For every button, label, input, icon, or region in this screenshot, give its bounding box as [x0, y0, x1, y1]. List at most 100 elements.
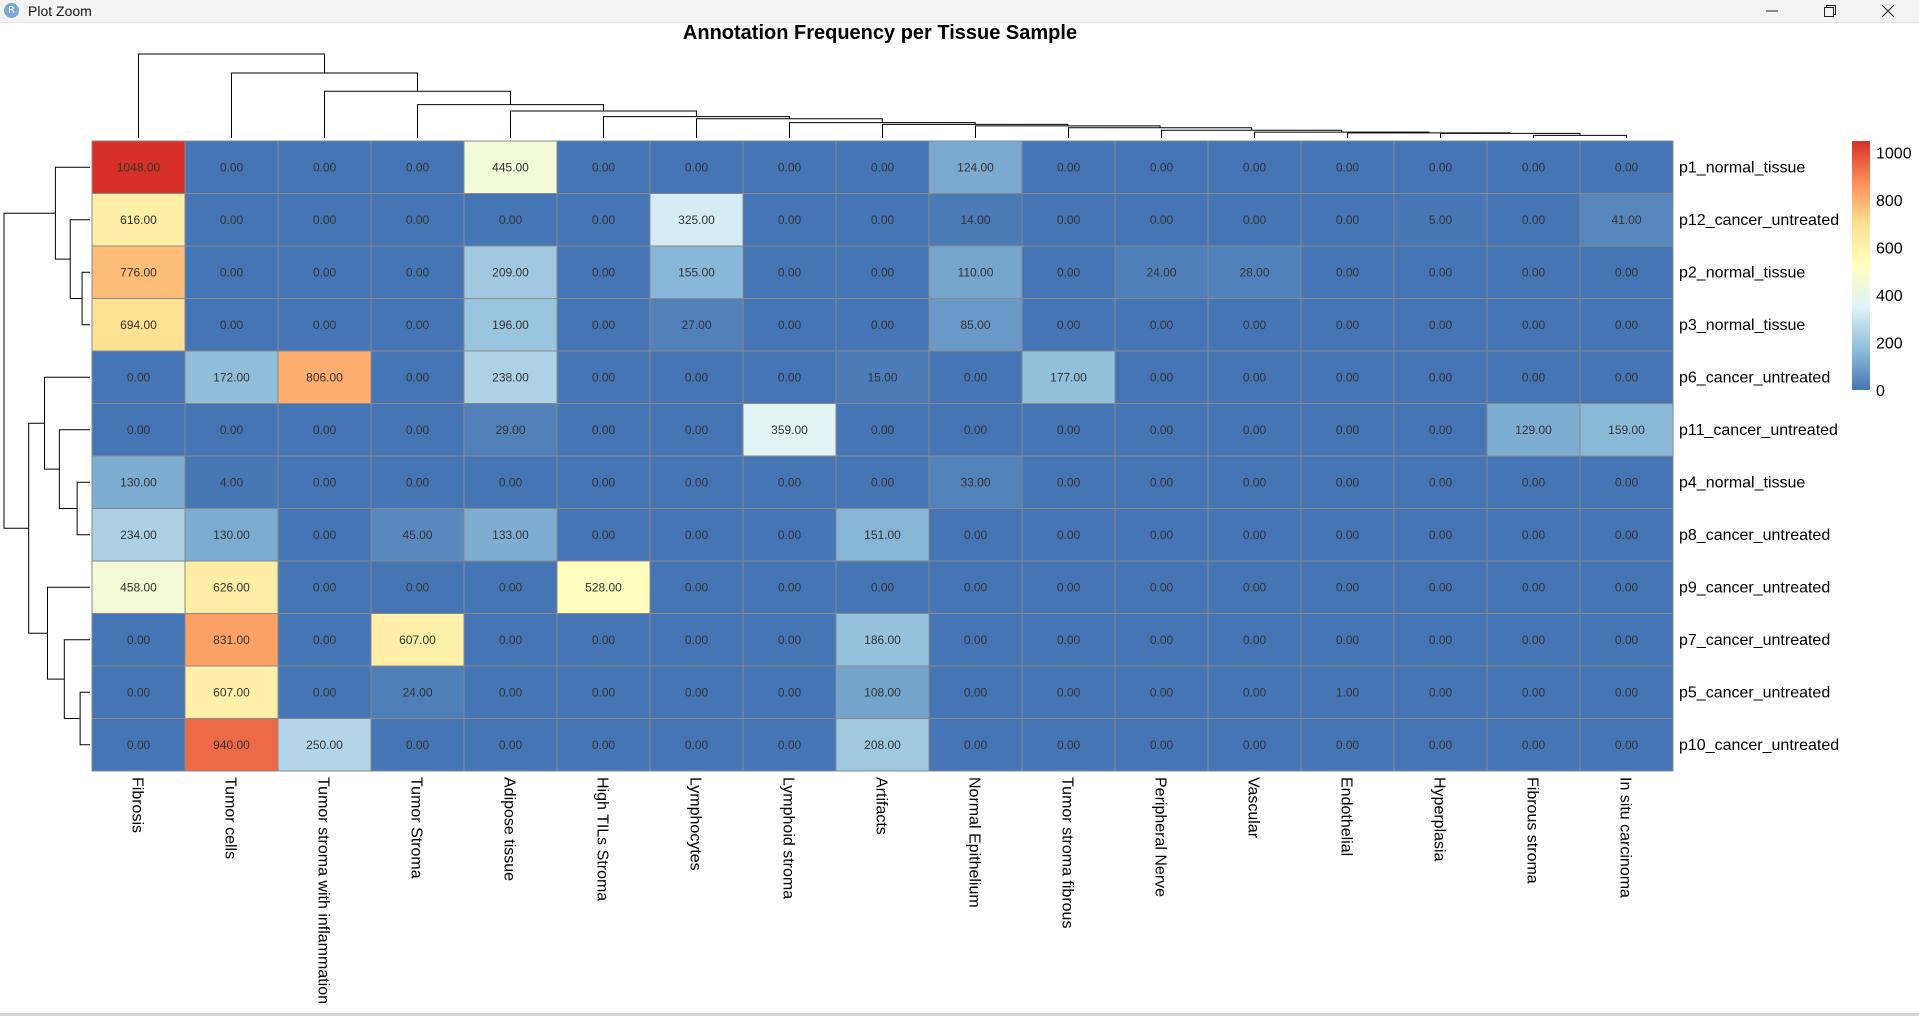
- dendrogram-branch: [1533, 134, 1627, 138]
- heatmap-cell: [1021, 245, 1116, 299]
- cell-value-label: 0.00: [871, 265, 895, 279]
- legend-tick-label: 0: [1876, 383, 1885, 400]
- heatmap-cell: [649, 193, 744, 247]
- heatmap-cell: [1486, 193, 1581, 247]
- cell-value-label: 0.00: [1243, 475, 1267, 489]
- cell-value-label: 124.00: [957, 160, 994, 174]
- heatmap-cell: [370, 403, 465, 457]
- cell-value-label: 0.00: [406, 213, 430, 227]
- cell-value-label: 0.00: [313, 265, 337, 279]
- r-app-icon: R: [4, 3, 19, 18]
- cell-value-label: 0.00: [1243, 213, 1267, 227]
- column-label: Endothelial: [1338, 777, 1355, 856]
- cell-value-label: 41.00: [1611, 213, 1641, 227]
- cell-value-label: 0.00: [1429, 738, 1453, 752]
- heatmap-cell: [277, 508, 372, 562]
- column-label: In situ carcinoma: [1617, 777, 1634, 898]
- cell-value-label: 0.00: [1522, 318, 1546, 332]
- heatmap-cell: [370, 455, 465, 509]
- cell-value-label: 186.00: [864, 633, 901, 647]
- cell-value-label: 0.00: [1336, 580, 1360, 594]
- cell-value-label: 0.00: [1615, 528, 1639, 542]
- cell-value-label: 0.00: [1522, 633, 1546, 647]
- legend-tick-label: 1000: [1876, 145, 1912, 162]
- cell-value-label: 0.00: [778, 370, 802, 384]
- heatmap-cell: [1579, 350, 1674, 404]
- cell-value-label: 0.00: [1429, 475, 1453, 489]
- minimize-button[interactable]: [1743, 0, 1801, 22]
- heatmap-cell: [1486, 245, 1581, 299]
- heatmap-cell: [1393, 455, 1488, 509]
- heatmap-cell: [1486, 665, 1581, 719]
- row-labels: p1_normal_tissue p12_cancer_untreated p2_n…: [1679, 159, 1839, 754]
- heatmap-cell: [1300, 350, 1395, 404]
- cell-value-label: 0.00: [778, 318, 802, 332]
- heatmap-cell: [91, 403, 186, 457]
- cell-value-label: 0.00: [1057, 265, 1081, 279]
- column-label: Tumor cells: [222, 777, 239, 859]
- restore-icon: [1824, 5, 1836, 17]
- cell-value-label: 155.00: [678, 265, 715, 279]
- cell-value-label: 0.00: [1336, 265, 1360, 279]
- cell-value-label: 0.00: [592, 423, 616, 437]
- heatmap-cell: [277, 665, 372, 719]
- cell-value-label: 0.00: [1522, 265, 1546, 279]
- heatmap-cell: [649, 665, 744, 719]
- close-button[interactable]: [1859, 0, 1917, 22]
- heatmap-cell: [91, 350, 186, 404]
- cell-value-label: 0.00: [220, 160, 244, 174]
- cell-value-label: 0.00: [1615, 370, 1639, 384]
- dendrogram-branch: [1254, 131, 1430, 138]
- cell-value-label: 0.00: [406, 160, 430, 174]
- cell-value-label: 528.00: [585, 580, 622, 594]
- cell-value-label: 0.00: [592, 475, 616, 489]
- cell-value-label: 0.00: [1057, 423, 1081, 437]
- cell-value-label: 0.00: [1243, 160, 1267, 174]
- cell-value-label: 0.00: [1243, 318, 1267, 332]
- heatmap-cell: [370, 665, 465, 719]
- cell-value-label: 0.00: [1243, 370, 1267, 384]
- heatmap-cell: [742, 455, 837, 509]
- cell-value-label: 0.00: [220, 318, 244, 332]
- heatmap-cell: [1486, 403, 1581, 457]
- heatmap-cell: [928, 403, 1023, 457]
- restore-button[interactable]: [1801, 0, 1859, 22]
- heatmap-cell: [742, 350, 837, 404]
- heatmap-plot: Annotation Frequency per Tissue Sample 1…: [3, 22, 1912, 1004]
- cell-value-label: 0.00: [499, 213, 523, 227]
- column-label: Tumor Stroma: [408, 777, 425, 879]
- dendrogram-branch: [1161, 129, 1343, 138]
- cell-value-label: 0.00: [127, 423, 151, 437]
- legend-color-bar: [1852, 141, 1870, 390]
- heatmap-cell: [1207, 665, 1302, 719]
- cell-value-label: 0.00: [127, 633, 151, 647]
- heatmap-cell: [649, 508, 744, 562]
- row-label: p4_normal_tissue: [1679, 474, 1805, 491]
- cell-value-label: 0.00: [499, 738, 523, 752]
- cell-value-label: 0.00: [127, 370, 151, 384]
- cell-value-label: 0.00: [313, 633, 337, 647]
- cell-value-label: 0.00: [499, 685, 523, 699]
- heatmap-cell: [835, 455, 930, 509]
- cell-value-label: 0.00: [1150, 475, 1174, 489]
- cell-value-label: 0.00: [313, 580, 337, 594]
- heatmap-cell: [91, 508, 186, 562]
- heatmap-cell: [1114, 508, 1209, 562]
- cell-value-label: 0.00: [406, 738, 430, 752]
- heatmap-cell: [1021, 508, 1116, 562]
- cell-value-label: 0.00: [1429, 265, 1453, 279]
- column-labels: Fibrosis Tumor cells Tumor stroma with inf…: [129, 777, 1634, 1004]
- heatmap-cell: [649, 455, 744, 509]
- heatmap-cell: [649, 245, 744, 299]
- cell-value-label: 0.00: [685, 160, 709, 174]
- legend-tick-label: 600: [1876, 240, 1903, 257]
- cell-value-label: 0.00: [685, 370, 709, 384]
- dendrogram-branch: [79, 691, 90, 746]
- column-label: Normal Epithelium: [966, 777, 983, 908]
- window-bottom-border: [0, 1013, 1919, 1016]
- cell-value-label: 0.00: [313, 160, 337, 174]
- heatmap-cell: [1207, 718, 1302, 772]
- cell-value-label: 0.00: [1522, 160, 1546, 174]
- heatmap-cell: [1579, 665, 1674, 719]
- heatmap-cell: [463, 560, 558, 614]
